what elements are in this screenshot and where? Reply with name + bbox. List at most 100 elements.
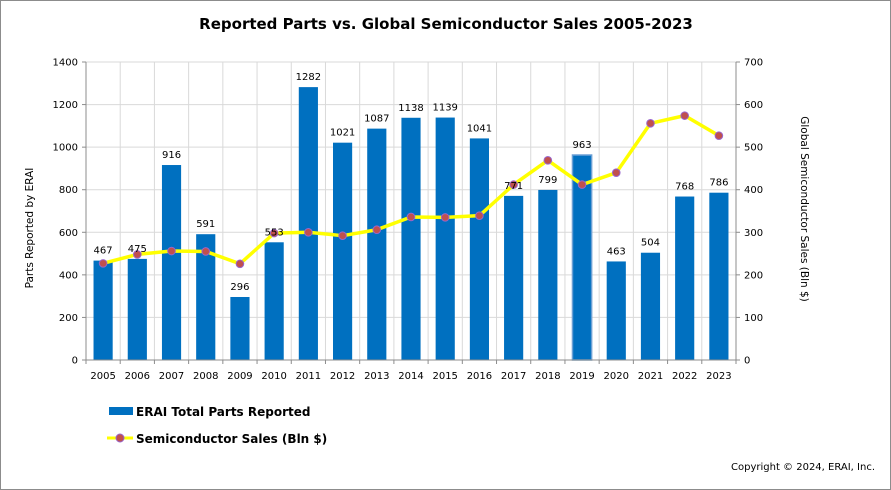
bar xyxy=(504,195,524,360)
x-tick-label: 2006 xyxy=(125,371,150,382)
bar-data-label: 768 xyxy=(675,182,694,193)
y2-tick-label: 500 xyxy=(744,143,763,154)
bar xyxy=(298,87,318,361)
legend-label-bars: ERAI Total Parts Reported xyxy=(136,405,310,419)
y2-tick-label: 0 xyxy=(744,356,750,367)
x-tick-label: 2018 xyxy=(535,371,560,382)
y2-tick-label: 100 xyxy=(744,313,763,324)
bar xyxy=(93,260,113,360)
sales-marker xyxy=(304,227,313,237)
bar-data-label: 1021 xyxy=(330,128,355,139)
x-tick-label: 2012 xyxy=(330,371,355,382)
bar xyxy=(640,252,661,360)
sales-marker xyxy=(646,119,655,128)
bar-data-label: 799 xyxy=(538,175,557,186)
y-tick-label: 400 xyxy=(59,270,78,281)
sales-marker xyxy=(475,211,484,220)
sales-marker xyxy=(372,225,382,235)
line-series xyxy=(98,111,724,269)
x-tick-label: 2007 xyxy=(159,371,184,382)
y-tick-label: 1400 xyxy=(53,58,78,69)
bar-data-label: 1041 xyxy=(467,123,492,134)
x-tick-label: 2005 xyxy=(90,371,115,382)
y-tick-label: 1200 xyxy=(53,100,78,111)
sales-marker xyxy=(611,168,621,177)
sales-marker xyxy=(167,246,176,256)
bar xyxy=(538,189,558,360)
bar-data-label: 1139 xyxy=(432,103,457,114)
bar xyxy=(606,261,626,360)
y2-axis-label: Global Semiconductor Sales (Bln $) xyxy=(798,116,810,302)
chart-title: Reported Parts vs. Global Semiconductor … xyxy=(199,15,693,33)
sales-marker xyxy=(338,231,347,240)
x-tick-label: 2010 xyxy=(261,371,286,382)
bar xyxy=(161,165,182,360)
bar-data-label: 786 xyxy=(709,178,728,189)
y-tick-label: 1000 xyxy=(53,143,78,154)
bar-series xyxy=(93,87,729,361)
x-tick-label: 2019 xyxy=(569,371,594,382)
y-tick-label: 200 xyxy=(59,313,78,324)
x-tick-label: 2021 xyxy=(638,371,663,382)
x-tick-label: 2023 xyxy=(706,371,731,382)
sales-marker xyxy=(98,259,108,268)
bar-data-label: 504 xyxy=(641,238,660,249)
bar-data-label: 296 xyxy=(230,282,249,293)
bar xyxy=(264,242,284,360)
x-tick-label: 2013 xyxy=(364,371,389,382)
y2-tick-label: 600 xyxy=(744,100,763,111)
bar-data-label: 771 xyxy=(504,181,523,192)
legend: ERAI Total Parts Reported Semiconductor … xyxy=(107,405,327,446)
bar-data-label: 591 xyxy=(196,219,215,230)
x-tick-label: 2008 xyxy=(193,371,218,382)
y-tick-label: 0 xyxy=(72,356,78,367)
x-tick-label: 2016 xyxy=(467,371,492,382)
sales-marker xyxy=(235,259,245,269)
bar xyxy=(709,192,729,360)
sales-marker xyxy=(201,247,211,256)
sales-marker xyxy=(509,180,518,189)
legend-swatch-marker xyxy=(115,433,125,443)
sales-marker xyxy=(440,213,450,222)
bar-data-label: 463 xyxy=(607,246,626,257)
x-tick-label: 2017 xyxy=(501,371,526,382)
bar-data-label: 467 xyxy=(94,246,113,257)
bar-data-label: 1138 xyxy=(398,103,423,114)
x-tick-label: 2011 xyxy=(296,371,321,382)
y-tick-label: 800 xyxy=(59,185,78,196)
bar xyxy=(435,117,455,360)
x-tick-label: 2022 xyxy=(672,371,697,382)
copyright-text: Copyright © 2024, ERAI, Inc. xyxy=(731,462,875,473)
sales-marker xyxy=(714,131,724,140)
y2-tick-label: 300 xyxy=(744,228,763,239)
axis-ticks: 0 200 400 600 800 1000 1200 1400 0 100 200 300 400 50… xyxy=(53,58,764,383)
sales-marker xyxy=(133,250,142,259)
bar xyxy=(333,142,353,360)
bar-data-label: 963 xyxy=(573,140,592,151)
y-axis-label: Parts Reported by ERAI xyxy=(24,168,36,289)
data-labels: 467 475 916 591 296 553 1282 1021 1087 1138 1139 10… xyxy=(94,72,729,293)
legend-label-line: Semiconductor Sales (Bln $) xyxy=(136,432,327,446)
bar xyxy=(469,138,489,360)
y2-tick-label: 200 xyxy=(744,270,763,281)
x-tick-label: 2009 xyxy=(227,371,252,382)
sales-marker xyxy=(680,111,689,120)
x-tick-label: 2020 xyxy=(604,371,629,382)
y-tick-label: 600 xyxy=(59,228,78,239)
bar xyxy=(367,128,387,360)
bar xyxy=(401,117,421,360)
y2-tick-label: 400 xyxy=(744,185,763,196)
bar xyxy=(230,296,250,360)
bar-data-label: 1087 xyxy=(364,114,389,125)
bar-data-label: 553 xyxy=(265,227,284,238)
bar-data-label: 475 xyxy=(128,244,147,255)
sales-marker xyxy=(269,228,279,238)
sales-marker xyxy=(543,156,553,165)
sales-marker xyxy=(406,212,416,222)
y2-tick-label: 700 xyxy=(744,58,763,69)
x-tick-label: 2014 xyxy=(398,371,423,382)
bar xyxy=(196,234,216,360)
legend-swatch-bars xyxy=(109,407,133,415)
